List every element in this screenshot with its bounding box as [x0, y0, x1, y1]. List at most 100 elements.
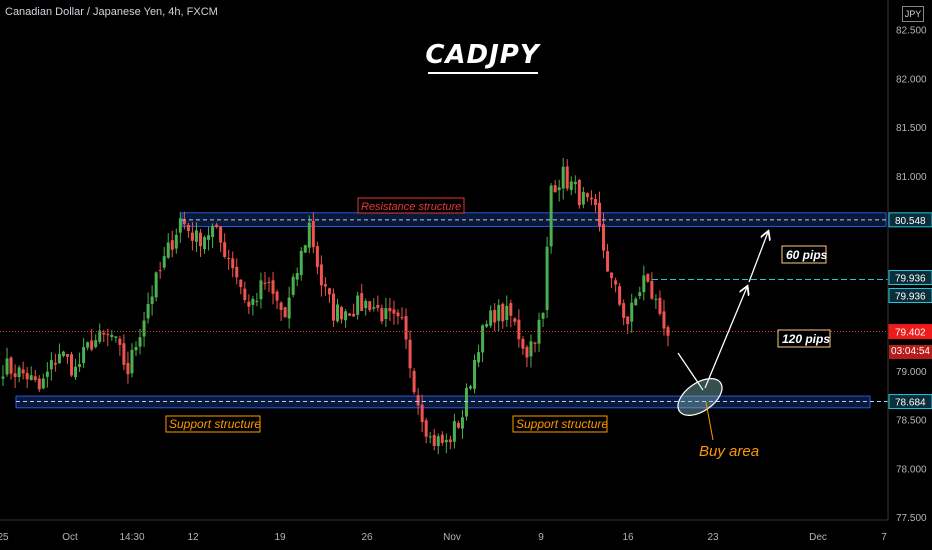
- candle-body: [178, 218, 182, 233]
- candle-body: [344, 311, 348, 321]
- candle-body: [432, 435, 436, 446]
- candle-body: [440, 434, 444, 443]
- candle-body: [602, 224, 606, 251]
- time-tick-label: 16: [622, 532, 634, 543]
- candle-body: [49, 360, 53, 370]
- drawings-layer: [677, 232, 768, 441]
- resistance-label: Resistance structure: [361, 201, 461, 213]
- candle-body: [114, 336, 118, 338]
- candle-body: [287, 297, 291, 319]
- candle-body: [263, 282, 267, 284]
- candle-body: [283, 307, 287, 318]
- pips-60-label: 60 pips: [786, 248, 828, 262]
- candle-body: [86, 342, 90, 348]
- candle-body: [452, 421, 456, 442]
- candle-body: [666, 327, 670, 336]
- candle-body: [203, 237, 207, 250]
- candle-body: [207, 235, 211, 240]
- candle-body: [348, 313, 352, 316]
- candle-body: [634, 298, 638, 306]
- candle-body: [174, 234, 178, 249]
- symbol-title[interactable]: Canadian Dollar / Japanese Yen, 4h, FXCM: [5, 6, 218, 18]
- title-underline: [427, 72, 538, 74]
- candle-body: [553, 185, 557, 193]
- price-label-box: [888, 269, 932, 285]
- candle-body: [549, 185, 553, 247]
- candle-body: [90, 340, 94, 350]
- candle-body: [255, 300, 259, 302]
- price-label: 79.936: [895, 273, 926, 284]
- candle-body: [33, 376, 37, 380]
- candle-body: [650, 280, 654, 299]
- candle-body: [541, 312, 545, 319]
- candles-layer: [1, 158, 670, 455]
- projection-arrow-2: [748, 232, 768, 283]
- candle-body: [231, 258, 235, 269]
- candle-body: [654, 298, 658, 300]
- candle-body: [122, 343, 126, 365]
- candle-body: [493, 309, 497, 323]
- candle-body: [557, 187, 561, 191]
- projection-arrow-1: [704, 287, 747, 389]
- candle-body: [215, 224, 219, 228]
- candle-body: [477, 352, 481, 363]
- candle-body: [376, 304, 380, 308]
- candle-body: [662, 311, 666, 329]
- candle-body: [219, 226, 223, 243]
- candle-body: [186, 224, 190, 232]
- candle-body: [182, 219, 186, 225]
- candle-body: [134, 347, 138, 351]
- candle-body: [150, 296, 154, 305]
- candle-body: [299, 250, 303, 276]
- pips-60-label-box: [781, 245, 827, 264]
- candle-body: [420, 404, 424, 423]
- price-label: 79.936: [895, 291, 926, 302]
- candle-body: [581, 191, 585, 205]
- candle-body: [533, 342, 537, 344]
- candle-body: [513, 318, 517, 322]
- candle-body: [585, 193, 589, 198]
- candle-body: [569, 181, 573, 191]
- buy-area-connector: [705, 401, 714, 441]
- candle-body: [247, 301, 251, 307]
- candle-body: [275, 291, 279, 301]
- chart-title-wrap: CADJPY: [415, 40, 550, 74]
- candle-body: [331, 293, 335, 321]
- candle-body: [162, 256, 166, 268]
- candle-body: [41, 378, 45, 389]
- candle-body: [53, 362, 57, 365]
- candle-body: [198, 232, 202, 247]
- candle-body: [307, 222, 311, 248]
- candle-body: [372, 307, 376, 309]
- support-left-label: Support structure: [169, 417, 261, 431]
- candle-body: [577, 179, 581, 206]
- candle-body: [392, 309, 396, 314]
- support-right-label-box: [512, 415, 608, 433]
- price-tick-label: 78.000: [896, 464, 927, 475]
- candle-body: [13, 373, 17, 377]
- candle-body: [561, 166, 565, 189]
- candle-body: [505, 305, 509, 320]
- time-tick-label: Nov: [443, 532, 461, 543]
- currency-button[interactable]: JPY: [902, 6, 924, 22]
- levels-layer: [0, 219, 888, 403]
- candle-body: [295, 273, 299, 280]
- candle-body: [614, 280, 618, 285]
- candle-body: [424, 420, 428, 437]
- candle-body: [396, 312, 400, 317]
- price-label-box: [888, 287, 932, 303]
- price-tick-label: 79.000: [896, 367, 927, 378]
- candle-body: [416, 395, 420, 406]
- candle-body: [469, 386, 473, 389]
- candle-body: [1, 376, 5, 379]
- price-tick-label: 77.500: [896, 513, 927, 524]
- time-tick-label: Oct: [62, 532, 78, 543]
- candle-body: [5, 358, 9, 375]
- candle-body: [481, 325, 485, 353]
- candle-body: [610, 272, 614, 279]
- candle-body: [82, 347, 86, 364]
- candle-body: [323, 284, 327, 287]
- candle-body: [597, 202, 601, 227]
- price-tick-label: 81.000: [896, 172, 927, 183]
